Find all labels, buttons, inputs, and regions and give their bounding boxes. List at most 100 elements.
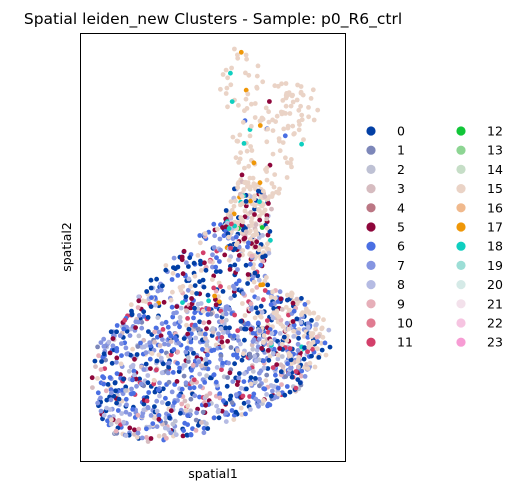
point-cluster-6 [262,386,268,392]
point-cluster-15 [275,83,281,89]
point-cluster-1 [200,409,206,415]
point-cluster-3 [210,329,216,335]
point-cluster-9 [135,305,141,310]
point-cluster-15 [128,302,134,308]
point-cluster-7 [124,402,129,408]
point-cluster-11 [219,335,225,340]
point-cluster-15 [319,325,325,331]
legend-marker-22 [456,318,466,328]
point-cluster-8 [270,351,276,356]
point-cluster-5 [236,253,242,258]
point-cluster-6 [170,370,176,375]
point-cluster-0 [253,305,259,311]
point-cluster-0 [294,316,300,322]
legend-label-13: 13 [487,143,503,158]
point-cluster-0 [166,364,172,370]
point-cluster-7 [212,233,218,239]
point-cluster-6 [192,310,198,316]
point-cluster-11 [293,385,299,391]
point-cluster-2 [210,326,216,331]
point-cluster-15 [109,417,114,423]
point-cluster-3 [182,398,188,404]
point-cluster-15 [319,340,324,346]
point-cluster-7 [184,260,189,266]
point-cluster-8 [159,400,165,405]
point-cluster-15 [299,312,304,317]
point-cluster-6 [241,379,247,384]
point-cluster-6 [202,380,208,385]
point-cluster-7 [284,320,290,326]
point-cluster-6 [271,346,277,352]
point-cluster-3 [157,343,163,348]
point-cluster-15 [238,202,243,208]
point-cluster-15 [198,268,204,273]
point-cluster-11 [219,367,224,373]
point-cluster-6 [184,345,190,351]
point-cluster-15 [228,199,234,205]
point-cluster-0 [220,289,226,294]
point-cluster-11 [185,316,191,321]
point-cluster-9 [144,435,149,440]
point-cluster-15 [309,334,314,339]
point-cluster-9 [254,285,260,290]
point-cluster-5 [265,232,271,238]
point-cluster-6 [191,315,196,321]
point-cluster-11 [200,250,206,256]
legend-label-19: 19 [487,258,503,273]
legend-marker-16 [456,203,466,213]
point-cluster-0 [223,208,229,213]
point-cluster-15 [249,219,254,225]
point-cluster-6 [221,398,226,404]
point-cluster-5 [220,225,225,230]
point-cluster-7 [176,340,182,346]
point-cluster-0 [198,258,203,264]
point-cluster-15 [303,309,309,314]
point-cluster-15 [239,412,245,417]
point-cluster-15 [231,203,237,209]
point-cluster-9 [249,253,255,259]
point-cluster-0 [281,334,287,340]
point-cluster-0 [203,267,209,273]
point-cluster-7 [236,375,242,381]
point-cluster-15 [241,187,247,192]
point-cluster-15 [294,97,300,103]
point-cluster-8 [121,419,127,425]
point-cluster-7 [211,245,217,250]
point-cluster-5 [245,272,251,277]
point-cluster-7 [98,340,104,345]
point-cluster-6 [248,261,253,267]
point-cluster-0 [101,351,107,357]
point-cluster-11 [293,369,299,374]
legend-label-5: 5 [397,220,405,235]
point-cluster-15 [215,226,220,232]
point-cluster-7 [127,333,133,338]
legend-marker-15 [456,184,466,194]
point-cluster-15 [231,417,237,422]
point-cluster-3 [141,337,147,343]
point-cluster-8 [162,425,168,431]
point-cluster-17 [251,160,257,166]
point-cluster-3 [262,194,268,200]
point-cluster-15 [189,290,195,296]
point-cluster-15 [269,181,275,186]
point-cluster-7 [234,392,239,397]
point-cluster-2 [126,368,132,374]
point-cluster-0 [316,355,322,360]
point-cluster-15 [236,220,241,226]
point-cluster-15 [252,115,258,120]
point-cluster-7 [174,310,179,315]
point-cluster-8 [141,407,147,413]
point-cluster-8 [178,305,184,311]
point-cluster-5 [180,271,186,277]
point-cluster-8 [203,356,209,362]
point-cluster-6 [197,233,203,238]
point-cluster-7 [171,255,177,261]
point-cluster-15 [257,118,263,124]
point-cluster-9 [98,367,104,372]
point-cluster-7 [154,424,160,429]
point-cluster-5 [174,304,180,309]
point-cluster-15 [267,353,273,359]
point-cluster-9 [213,288,219,294]
point-cluster-0 [152,404,157,409]
point-cluster-6 [175,360,180,366]
